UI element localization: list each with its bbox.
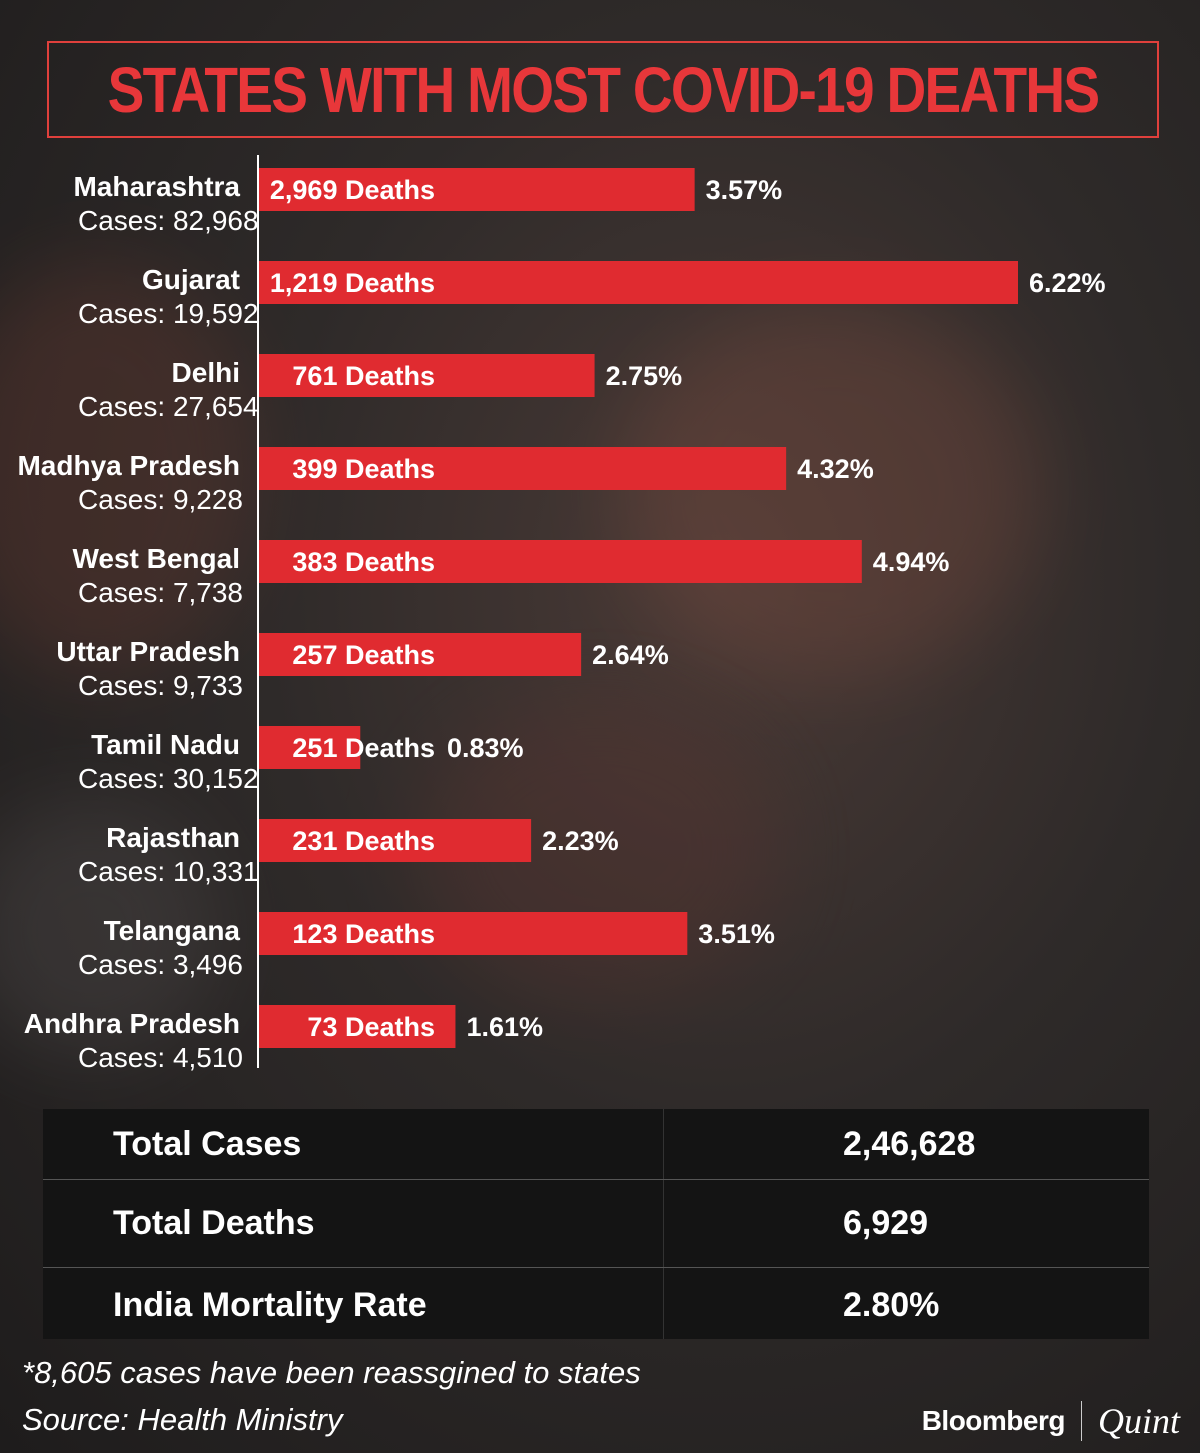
summary-label: India Mortality Rate bbox=[113, 1286, 427, 1324]
summary-row-total-cases: Total Cases 2,46,628 bbox=[43, 1109, 1149, 1179]
deaths-label: 123 Deaths bbox=[292, 919, 435, 949]
bar-6 bbox=[259, 726, 361, 769]
state-name: Telangana bbox=[104, 915, 241, 946]
deaths-label: 383 Deaths bbox=[292, 547, 435, 577]
cases-value: 10,331 bbox=[173, 856, 259, 887]
state-cases: Cases: 27,654 bbox=[78, 391, 259, 422]
state-name: Rajasthan bbox=[106, 822, 240, 853]
summary-row-mortality-rate: India Mortality Rate 2.80% bbox=[43, 1268, 1149, 1343]
rate-label: 2.23% bbox=[542, 826, 619, 856]
summary-row-divider bbox=[43, 1179, 1149, 1180]
deaths-label: 251 Deaths bbox=[292, 733, 435, 763]
cases-prefix: Cases: bbox=[78, 856, 173, 887]
deaths-label: 257 Deaths bbox=[292, 640, 435, 670]
summary-label: Total Cases bbox=[113, 1124, 302, 1163]
bar-0 bbox=[259, 168, 695, 211]
chart-title-box: STATES WITH MOST COVID-19 DEATHS bbox=[47, 41, 1159, 138]
summary-label: Total Deaths bbox=[113, 1203, 315, 1242]
background-blob bbox=[0, 260, 260, 680]
bar-9 bbox=[259, 1005, 456, 1048]
state-name: Delhi bbox=[172, 357, 240, 388]
cases-prefix: Cases: bbox=[78, 205, 173, 236]
state-cases: Cases: 7,738 bbox=[78, 577, 243, 608]
summary-value: 2.80% bbox=[843, 1286, 940, 1324]
rate-label: 3.57% bbox=[706, 175, 783, 205]
bar-7 bbox=[259, 819, 532, 862]
cases-value: 9,228 bbox=[173, 484, 243, 515]
footnote-note: *8,605 cases have been reassgined to sta… bbox=[22, 1355, 641, 1390]
cases-value: 7,738 bbox=[173, 577, 243, 608]
summary-row-divider bbox=[43, 1267, 1149, 1268]
rate-label: 0.83% bbox=[447, 733, 524, 763]
bar-8 bbox=[259, 912, 688, 955]
footnote-source: Source: Health Ministry bbox=[22, 1402, 343, 1437]
bar-2 bbox=[259, 354, 595, 397]
state-cases: Cases: 4,510 bbox=[78, 1042, 243, 1073]
cases-prefix: Cases: bbox=[78, 949, 173, 980]
cases-value: 27,654 bbox=[173, 391, 259, 422]
background-blob bbox=[0, 800, 220, 1060]
deaths-label: 73 Deaths bbox=[307, 1012, 435, 1042]
cases-value: 3,496 bbox=[173, 949, 243, 980]
state-cases: Cases: 9,228 bbox=[78, 484, 243, 515]
cases-prefix: Cases: bbox=[78, 670, 173, 701]
cases-value: 9,733 bbox=[173, 670, 243, 701]
state-name: Uttar Pradesh bbox=[56, 636, 240, 667]
deaths-label: 399 Deaths bbox=[292, 454, 435, 484]
cases-prefix: Cases: bbox=[78, 298, 173, 329]
deaths-label: 1,219 Deaths bbox=[270, 268, 435, 298]
state-name: Andhra Pradesh bbox=[24, 1008, 240, 1039]
brand-secondary: Quint bbox=[1097, 1401, 1180, 1441]
state-name: West Bengal bbox=[72, 543, 240, 574]
bar-1 bbox=[259, 261, 1018, 304]
deaths-label: 2,969 Deaths bbox=[270, 175, 435, 205]
rate-label: 2.75% bbox=[606, 361, 683, 391]
state-name: Maharashtra bbox=[73, 171, 240, 202]
cases-value: 4,510 bbox=[173, 1042, 243, 1073]
brand-primary: Bloomberg bbox=[921, 1405, 1066, 1436]
cases-value: 30,152 bbox=[173, 763, 259, 794]
brand-logo: Bloomberg Quint bbox=[922, 1400, 1180, 1442]
cases-value: 82,968 bbox=[173, 205, 259, 236]
state-cases: Cases: 9,733 bbox=[78, 670, 243, 701]
summary-column-divider bbox=[663, 1109, 664, 1339]
rate-label: 6.22% bbox=[1029, 268, 1106, 298]
bar-5 bbox=[259, 633, 582, 676]
state-cases: Cases: 82,968 bbox=[78, 205, 259, 236]
cases-prefix: Cases: bbox=[78, 391, 173, 422]
cases-prefix: Cases: bbox=[78, 763, 173, 794]
cases-prefix: Cases: bbox=[78, 577, 173, 608]
state-cases: Cases: 10,331 bbox=[78, 856, 259, 887]
chart-title: STATES WITH MOST COVID-19 DEATHS bbox=[107, 53, 1100, 126]
rate-label: 4.94% bbox=[873, 547, 950, 577]
cases-prefix: Cases: bbox=[78, 1042, 173, 1073]
state-cases: Cases: 3,496 bbox=[78, 949, 243, 980]
deaths-label: 231 Deaths bbox=[292, 826, 435, 856]
state-name: Madhya Pradesh bbox=[17, 450, 240, 481]
cases-value: 19,592 bbox=[173, 298, 259, 329]
state-cases: Cases: 30,152 bbox=[78, 763, 259, 794]
state-name: Tamil Nadu bbox=[91, 729, 240, 760]
summary-row-total-deaths: Total Deaths 6,929 bbox=[43, 1180, 1149, 1266]
rate-label: 4.32% bbox=[797, 454, 874, 484]
summary-table: Total Cases 2,46,628 Total Deaths 6,929 … bbox=[43, 1109, 1149, 1339]
cases-prefix: Cases: bbox=[78, 484, 173, 515]
state-cases: Cases: 19,592 bbox=[78, 298, 259, 329]
state-name: Gujarat bbox=[142, 264, 240, 295]
bar-3 bbox=[259, 447, 787, 490]
rate-label: 1.61% bbox=[466, 1012, 543, 1042]
deaths-label: 761 Deaths bbox=[292, 361, 435, 391]
rate-label: 3.51% bbox=[698, 919, 775, 949]
summary-value: 2,46,628 bbox=[843, 1124, 976, 1163]
brand-separator bbox=[1080, 1401, 1082, 1441]
bar-4 bbox=[259, 540, 862, 583]
rate-label: 2.64% bbox=[592, 640, 669, 670]
summary-value: 6,929 bbox=[843, 1203, 929, 1242]
